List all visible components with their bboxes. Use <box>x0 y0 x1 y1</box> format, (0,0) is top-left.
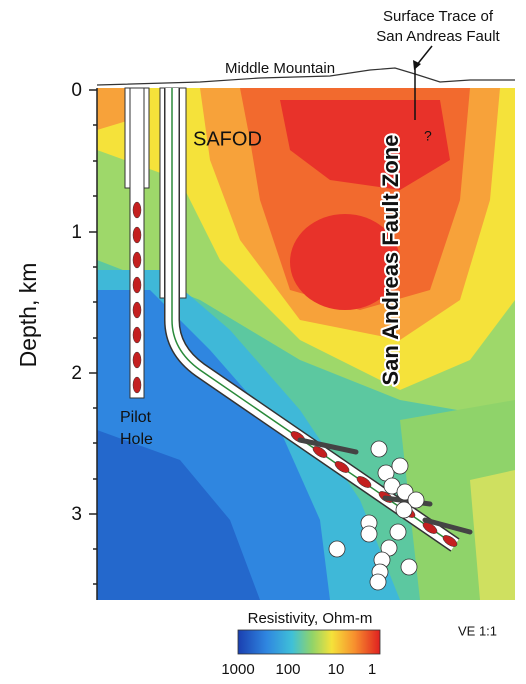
colorbar-tick: 10 <box>328 661 345 678</box>
pilot-hole-label: Hole <box>120 431 153 448</box>
topography <box>96 67 515 86</box>
middle-mountain-label: Middle Mountain <box>225 60 335 77</box>
pilot-hole <box>124 87 150 399</box>
ve-label: VE 1:1 <box>458 623 497 638</box>
colorbar-title: Resistivity, Ohm-m <box>248 610 373 627</box>
safod-borehole <box>159 87 460 552</box>
arrow <box>415 45 433 67</box>
depth-tick: 1 <box>71 222 82 243</box>
safod-label: SAFOD <box>193 128 262 150</box>
colorbar-tick: 1 <box>368 661 376 678</box>
colorbar-tick: 1000 <box>221 661 254 678</box>
earthquakes <box>328 440 425 591</box>
depth-axis <box>89 88 98 600</box>
fault-zone-label: San Andreas Fault Zone <box>378 134 403 385</box>
colorbar <box>237 629 381 655</box>
resistivity-section <box>97 88 515 600</box>
colorbar-tick: 100 <box>275 661 300 678</box>
surface-trace-label: San Andreas Fault <box>376 28 500 45</box>
pilot-hole-label: Pilot <box>120 409 152 426</box>
question-mark: ? <box>424 128 432 144</box>
depth-label: Depth, km <box>15 263 41 368</box>
surface-trace-label: Surface Trace of <box>383 8 494 25</box>
depth-tick: 0 <box>71 80 82 101</box>
arrow-head <box>413 60 421 70</box>
depth-tick: 2 <box>71 363 82 384</box>
depth-tick: 3 <box>71 504 82 525</box>
